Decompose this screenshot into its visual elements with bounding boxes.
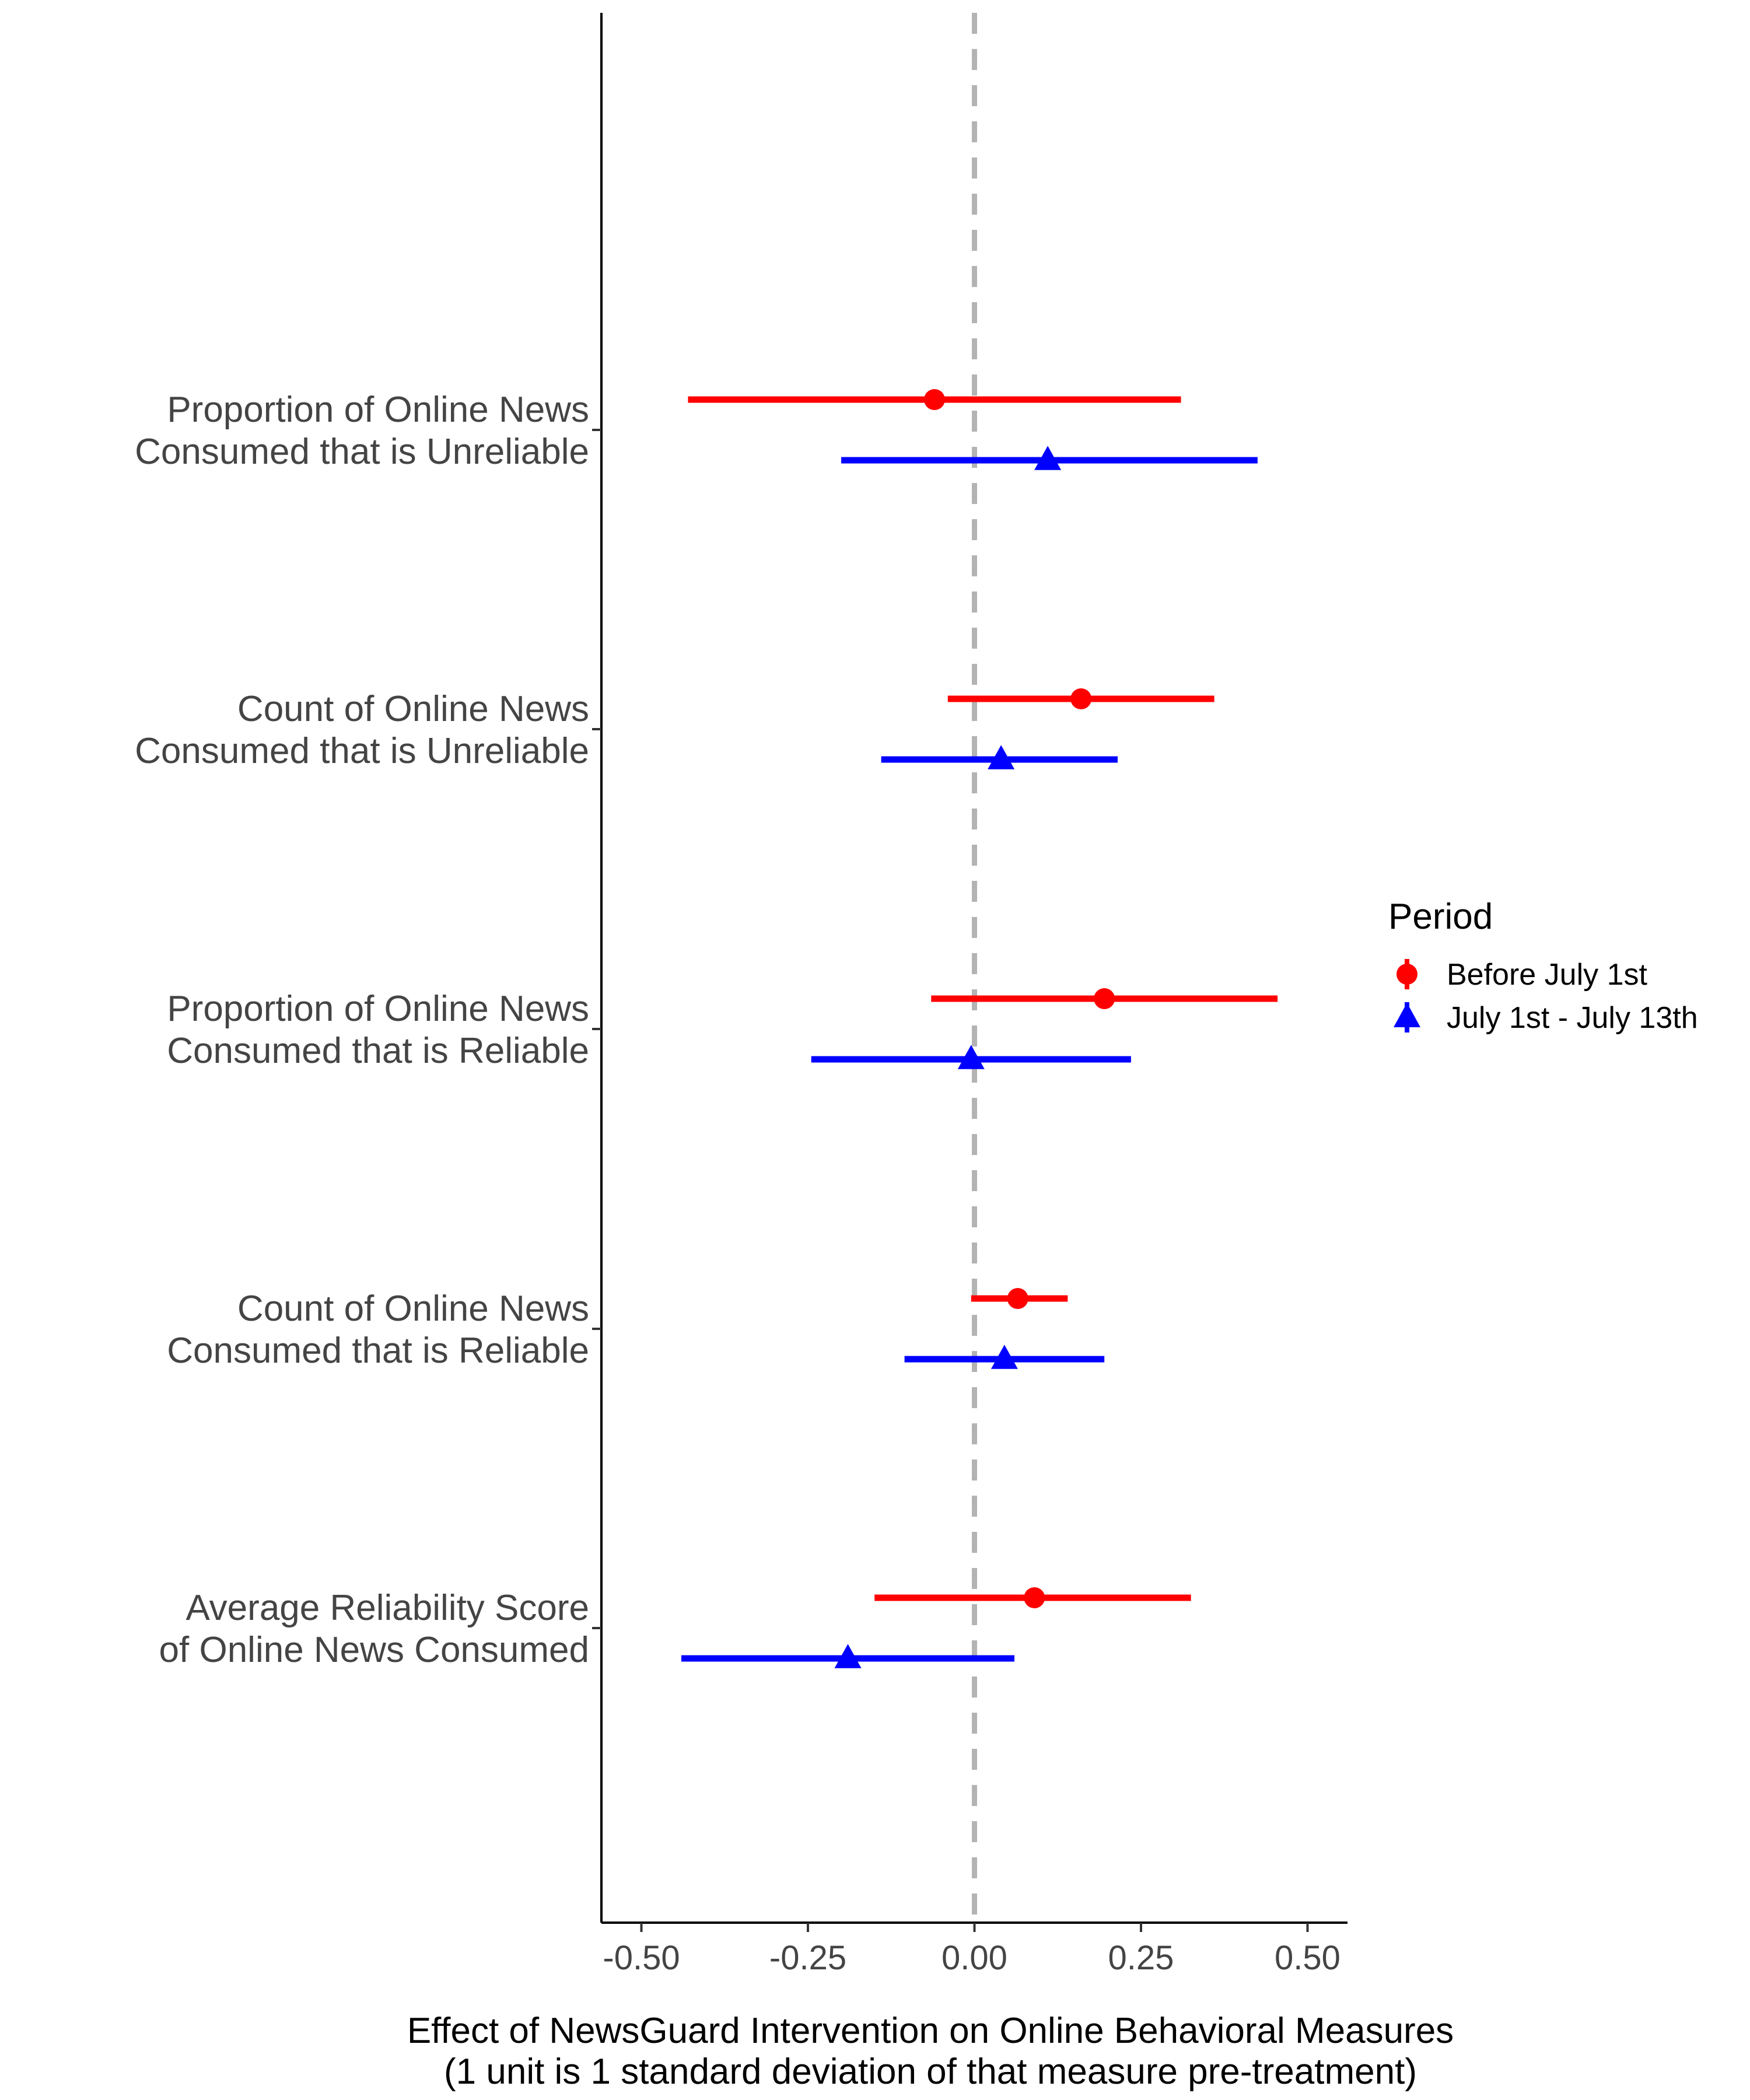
point-estimate-circle xyxy=(923,389,945,410)
category-label: Proportion of Online News Consumed that i… xyxy=(167,989,589,1071)
plot-area xyxy=(681,13,1278,1923)
x-tick-label: -0.25 xyxy=(769,1939,846,1977)
x-tick-label: -0.50 xyxy=(603,1939,680,1977)
point-estimate-triangle xyxy=(1034,446,1062,470)
x-tick-label: 0.50 xyxy=(1275,1939,1340,1977)
x-axis-subtitle: (1 unit is 1 standard deviation of that … xyxy=(444,2052,1417,2092)
point-estimate-triangle xyxy=(834,1644,862,1668)
point-estimate-triangle xyxy=(957,1045,985,1069)
axis-titles: Effect of NewsGuard Intervention on Onli… xyxy=(407,2011,1454,2092)
legend-label: July 1st - July 13th xyxy=(1447,1001,1698,1035)
category-label-line: Proportion of Online News xyxy=(167,390,589,430)
point-estimate-triangle xyxy=(988,745,1015,769)
category-label: Average Reliability Score of Online News … xyxy=(159,1588,589,1670)
category-label-line: Consumed that is Reliable xyxy=(167,1331,589,1371)
legend-key-triangle xyxy=(1394,1003,1420,1027)
legend: Period Before July 1st July 1st - July 13t… xyxy=(1388,897,1698,1035)
point-estimate-circle xyxy=(1094,988,1115,1009)
category-label-line: Average Reliability Score xyxy=(186,1588,589,1628)
category-label: Count of Online News Consumed that is Unr… xyxy=(135,689,589,771)
x-axis-title: Effect of NewsGuard Intervention on Onli… xyxy=(407,2011,1454,2051)
category-label-line: Consumed that is Unreliable xyxy=(135,432,589,472)
category-labels: Proportion of Online News Consumed that i… xyxy=(135,390,589,1670)
point-estimate-circle xyxy=(1070,688,1092,709)
category-label-line: Proportion of Online News xyxy=(167,989,589,1029)
legend-label: Before July 1st xyxy=(1447,958,1647,992)
point-estimate-triangle xyxy=(991,1345,1018,1369)
axes: -0.50 -0.25 0.00 0.25 0.50 xyxy=(592,13,1348,1977)
legend-key-circle xyxy=(1396,964,1418,985)
point-estimate-circle xyxy=(1007,1288,1028,1309)
category-label: Count of Online News Consumed that is Rel… xyxy=(167,1289,589,1371)
point-estimate-circle xyxy=(1024,1587,1045,1608)
category-label-line: of Online News Consumed xyxy=(159,1630,589,1670)
x-tick-label: 0.00 xyxy=(942,1939,1007,1977)
category-label-line: Consumed that is Unreliable xyxy=(135,731,589,771)
category-label-line: Count of Online News xyxy=(237,689,589,729)
legend-title: Period xyxy=(1388,897,1493,937)
category-label-line: Consumed that is Reliable xyxy=(167,1031,589,1071)
category-label: Proportion of Online News Consumed that i… xyxy=(135,390,589,472)
x-tick-label: 0.25 xyxy=(1108,1939,1174,1977)
category-label-line: Count of Online News xyxy=(237,1289,589,1329)
